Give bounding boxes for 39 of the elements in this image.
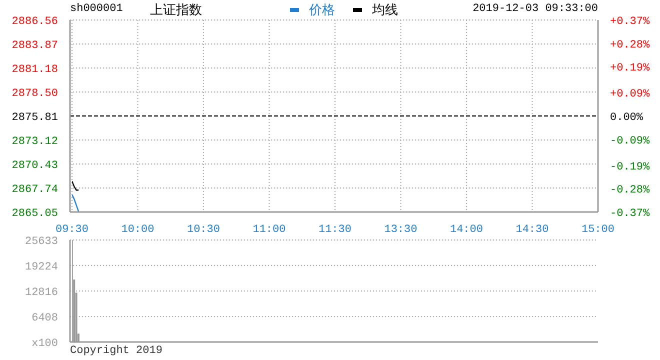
y-tick-label: 2867.74 xyxy=(12,184,58,196)
legend-label: 价格 xyxy=(308,2,335,19)
text: Copyright 2019 xyxy=(70,345,162,357)
y2-tick-label: -0.28% xyxy=(610,184,650,197)
line-series xyxy=(72,194,80,212)
y2-tick-label: +0.28% xyxy=(610,39,650,52)
chart-title: 上证指数 xyxy=(150,2,202,19)
y-tick-label: 12816 xyxy=(24,287,58,299)
x-tick-label: 11:00 xyxy=(252,224,286,236)
y2-tick-label: -0.37% xyxy=(610,208,650,220)
y2-tick-label: -0.09% xyxy=(610,135,650,148)
y-tick-label: 25633 xyxy=(24,236,58,248)
y-tick-label: x100 xyxy=(32,338,58,350)
y-tick-label: 2881.18 xyxy=(12,64,58,76)
y-tick-label: 2865.05 xyxy=(12,208,58,220)
y-tick-label: 19224 xyxy=(24,262,58,274)
y2-tick-label: +0.09% xyxy=(610,88,650,101)
y-tick-label: 2886.56 xyxy=(12,16,58,28)
y-tick-label: 2883.87 xyxy=(12,40,58,52)
text: 2019-12-03 09:33:00 xyxy=(472,3,598,15)
x-tick-label: 13:30 xyxy=(384,224,418,236)
y2-tick-label: -0.19% xyxy=(610,161,650,174)
y2-tick-label: +0.19% xyxy=(610,62,650,75)
y-tick-label: 2873.12 xyxy=(12,136,58,148)
y2-tick-label: +0.37% xyxy=(610,16,650,28)
y2-tick-label: 0.00% xyxy=(610,112,644,124)
x-tick-label: 10:00 xyxy=(121,224,154,236)
x-tick-label: 14:30 xyxy=(516,224,549,236)
y-tick-label: 2870.43 xyxy=(12,160,58,172)
y-tick-label: 2875.81 xyxy=(12,112,58,124)
x-tick-label: 11:30 xyxy=(318,224,352,236)
y-tick-label: 2878.50 xyxy=(12,88,58,100)
chart-subtitle: sh000001 xyxy=(70,3,123,15)
legend-label: 均线 xyxy=(371,2,398,19)
x-tick-label: 14:00 xyxy=(450,224,484,236)
x-tick-label: 09:30 xyxy=(55,224,89,236)
x-tick-label: 15:00 xyxy=(581,224,615,236)
x-tick-label: 10:30 xyxy=(186,224,220,236)
y-tick-label: 6408 xyxy=(32,312,58,324)
